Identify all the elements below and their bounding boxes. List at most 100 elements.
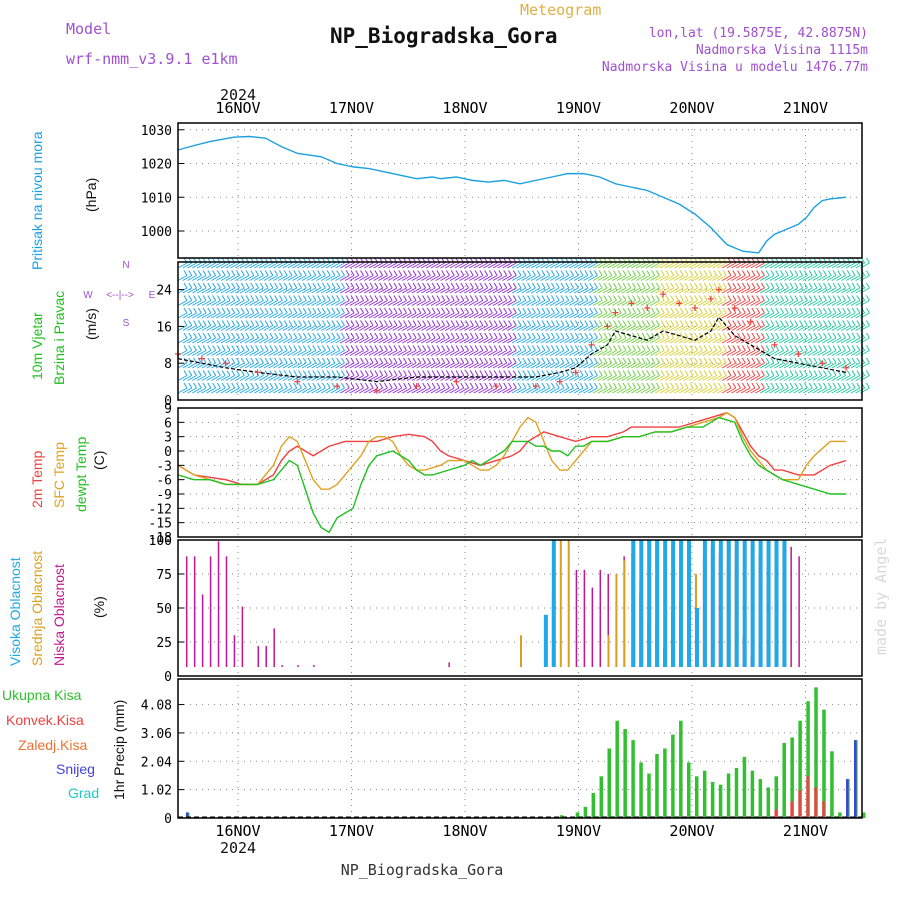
wind-barb xyxy=(277,287,288,294)
precip-bar xyxy=(774,776,779,818)
wind-barb-flag xyxy=(455,270,460,276)
wind-barb xyxy=(855,387,865,394)
wind-barb xyxy=(654,325,665,331)
wind-barb xyxy=(549,325,560,331)
wind-barb xyxy=(631,375,641,381)
wind-barb-flag xyxy=(345,320,350,326)
wind-barb xyxy=(764,325,775,331)
wind-barb xyxy=(416,325,426,331)
wind-barb-flag xyxy=(216,332,221,339)
wind-barb xyxy=(764,300,775,306)
wind-barb-flag xyxy=(393,270,398,276)
wind-barb-flag xyxy=(493,320,498,326)
mid-cloud-label: Srednja Oblacnost xyxy=(29,551,45,666)
wind-barb xyxy=(669,350,679,356)
wind-barb-flag xyxy=(474,320,479,326)
wind-barb-flag xyxy=(799,295,804,301)
wind-barb-flag xyxy=(617,332,622,339)
wind-barb xyxy=(578,350,589,356)
wind-barb xyxy=(693,300,703,306)
wind-barb xyxy=(535,275,546,281)
wind-barb-flag xyxy=(713,345,718,351)
wind-barb-flag xyxy=(231,370,236,376)
wind-barb xyxy=(812,375,822,381)
wind-barb xyxy=(478,287,488,294)
wind-barb xyxy=(774,262,784,269)
wind-barb-flag xyxy=(689,282,694,289)
wind-barb-flag xyxy=(288,282,293,289)
wind-gust-mark xyxy=(453,378,460,385)
wind-barb xyxy=(411,275,422,281)
compass-e: E xyxy=(149,290,156,301)
wind-barb-flag xyxy=(570,382,574,389)
wind-barb xyxy=(559,312,570,319)
wind-barb xyxy=(368,362,379,369)
wind-barb-flag xyxy=(331,282,336,289)
wind-barb xyxy=(397,387,407,394)
axes-layer: 1000101010201030081624-18-15-12-9-6-3036… xyxy=(141,99,863,840)
wind-barb-flag xyxy=(794,332,799,339)
wind-barb-flag xyxy=(212,345,217,351)
wind-barb-flag xyxy=(517,382,522,389)
wind-barb xyxy=(626,262,636,269)
wind-barb-flag xyxy=(555,382,560,389)
wind-barb xyxy=(616,325,627,331)
wind-barb-flag xyxy=(393,332,398,339)
wind-barb xyxy=(545,287,555,294)
model-name: wrf-nmm_v3.9.1 e1km xyxy=(66,50,238,68)
wind-barb-flag xyxy=(713,282,718,289)
wind-barb-flag xyxy=(474,345,479,351)
wind-barb xyxy=(387,300,398,306)
wind-barb-flag xyxy=(216,345,221,351)
wind-barb-flag xyxy=(627,320,632,326)
wind-barb xyxy=(745,312,756,319)
wind-barb xyxy=(764,275,775,281)
wind-barb xyxy=(354,350,364,356)
wind-barb xyxy=(807,262,818,269)
wind-barb xyxy=(435,287,445,294)
wind-barb xyxy=(545,362,555,369)
wind-barb-flag xyxy=(188,270,193,276)
wind-barb xyxy=(258,325,269,331)
wind-barb-flag xyxy=(298,307,302,314)
wind-barb-flag xyxy=(675,320,679,326)
wind-barb-flag xyxy=(298,282,302,289)
wind-barb xyxy=(473,387,484,394)
wind-barb xyxy=(301,362,312,369)
wind-barb-flag xyxy=(784,295,789,301)
wind-barb xyxy=(430,312,441,319)
wind-barb-flag xyxy=(746,357,751,364)
wind-barb xyxy=(239,337,250,344)
wind-barb xyxy=(755,287,765,294)
wind-barb xyxy=(211,350,221,356)
wind-barb xyxy=(626,387,636,394)
wind-barb xyxy=(554,262,565,269)
wind-barb xyxy=(659,300,670,306)
wind-barb-flag xyxy=(551,357,555,364)
wind-barb xyxy=(263,387,274,394)
wind-barb-flag xyxy=(317,282,322,289)
cloud-bar xyxy=(726,540,731,667)
wind-barb-flag xyxy=(775,332,780,339)
precip-bar xyxy=(671,734,675,818)
wind-barb xyxy=(215,275,226,281)
wind-barb xyxy=(416,275,426,281)
wind-barb-flag xyxy=(341,382,345,389)
wind-barb-flag xyxy=(412,382,417,389)
wind-barb xyxy=(478,350,488,356)
wind-barb xyxy=(583,262,593,269)
pressure-frame xyxy=(177,122,863,259)
wind-barb xyxy=(416,262,426,269)
wind-barb-flag xyxy=(517,345,522,351)
wind-barb-flag xyxy=(861,257,866,264)
wind-barb xyxy=(378,350,388,356)
wind-barb xyxy=(406,350,417,356)
wind-barb-flag xyxy=(560,320,565,326)
wind-barb xyxy=(373,362,383,369)
wind-barb-flag xyxy=(183,282,188,289)
wind-barb xyxy=(459,375,469,381)
wind-barb-flag xyxy=(360,370,364,376)
station-title: NP_Biogradska_Gora xyxy=(330,24,558,48)
wind-barb-flag xyxy=(212,282,217,289)
wind-barb-flag xyxy=(737,282,741,289)
